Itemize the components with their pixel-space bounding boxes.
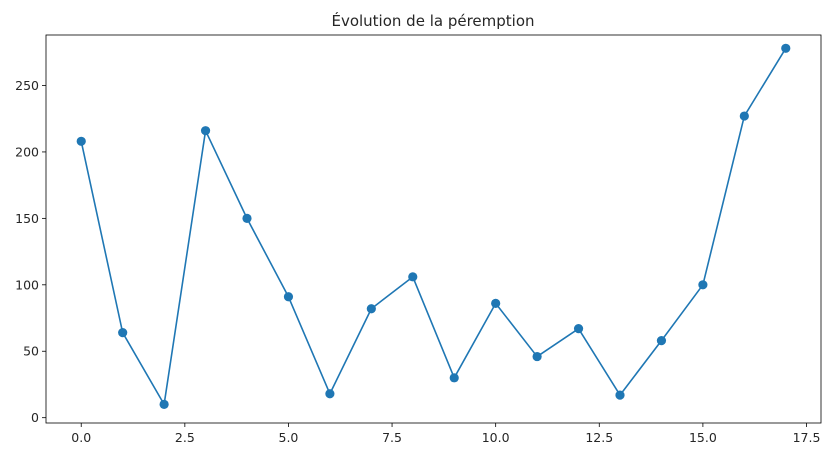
data-point	[200, 126, 211, 136]
data-point	[739, 111, 749, 121]
data-point	[491, 298, 501, 309]
data-point	[532, 351, 542, 362]
x-tick-label: 15.0	[689, 430, 717, 445]
x-tick-label: 0.0	[71, 430, 91, 445]
y-tick-label: 250	[15, 78, 39, 93]
data-point	[159, 399, 169, 409]
data-point	[615, 390, 625, 400]
x-tick-label: 12.5	[585, 430, 613, 445]
chart-title: Évolution de la péremption	[331, 11, 534, 30]
x-tick-label: 5.0	[279, 430, 299, 445]
x-tick-label: 7.5	[382, 430, 402, 445]
data-point	[76, 136, 86, 146]
y-tick-label: 0	[31, 410, 39, 425]
data-point	[656, 336, 667, 346]
axes-frame	[45, 34, 822, 424]
y-tick-label: 150	[15, 211, 39, 226]
data-point	[449, 373, 459, 383]
data-point	[366, 304, 376, 314]
plot-area: 0.0 2.5 5.0 7.5 10.0 12.5 15.0 17.5 0 50 100 150 200…	[15, 34, 822, 445]
y-tick-label: 50	[23, 344, 39, 359]
x-tick-label: 10.0	[482, 430, 510, 445]
series-line	[80, 47, 787, 406]
data-point	[698, 280, 708, 290]
y-tick-label: 100	[15, 277, 39, 292]
data-point	[325, 389, 335, 399]
data-point	[283, 292, 294, 302]
x-tick-label: 2.5	[175, 430, 195, 445]
y-tick-label: 200	[15, 144, 39, 159]
data-point	[118, 328, 128, 338]
data-point	[781, 43, 791, 53]
data-point	[573, 324, 584, 334]
data-point	[242, 213, 252, 223]
x-tick-label: 17.5	[793, 430, 821, 445]
data-point	[408, 272, 418, 282]
